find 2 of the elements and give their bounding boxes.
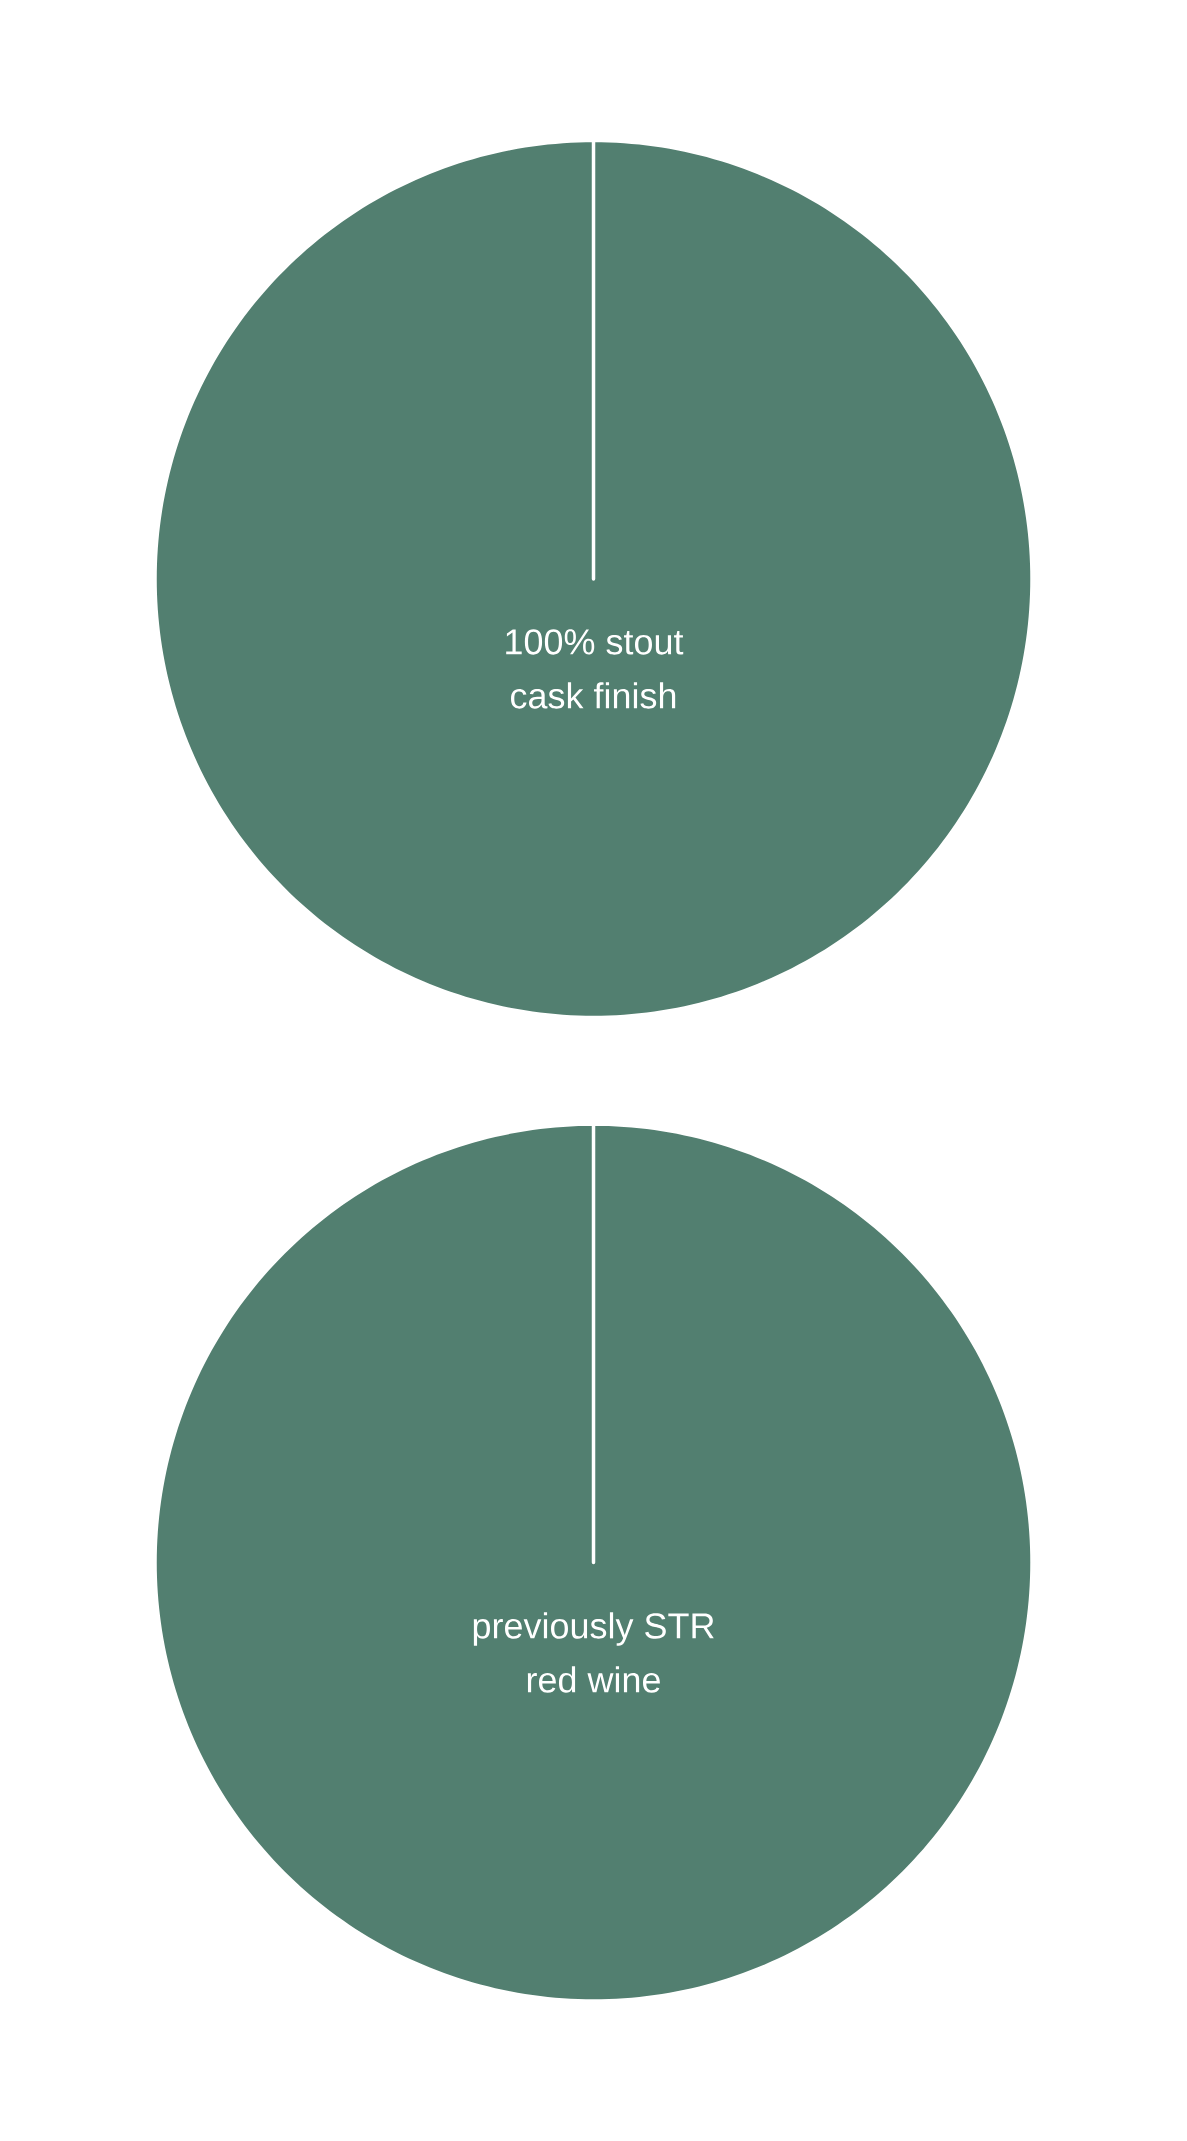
- slice-label: previously STR red wine: [473, 1612, 714, 1693]
- slice-label: 100% stout cask finish: [506, 629, 684, 709]
